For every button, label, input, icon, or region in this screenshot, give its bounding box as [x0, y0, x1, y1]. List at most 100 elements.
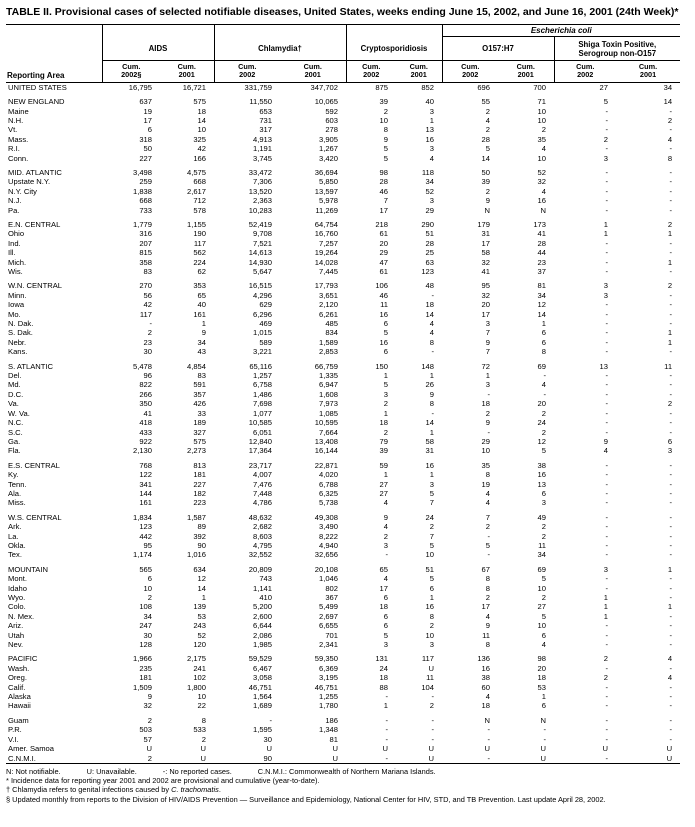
table-row: Va. 350 426 7,698 7,973 2 8 18 20 - 2 — [6, 399, 680, 408]
value-cell: - — [669, 460, 673, 470]
column-header: Cum. 2002 — [553, 60, 616, 83]
value-cell: 3,490 — [318, 522, 338, 532]
reporting-area-cell: Pa. — [8, 205, 20, 215]
value-cell: 20 — [481, 300, 490, 310]
value-cell: 270 — [139, 281, 152, 291]
value-cell: 1,016 — [186, 550, 206, 560]
value-cell: - — [669, 574, 673, 584]
value-cell: U — [200, 753, 206, 763]
value-cell: 1,780 — [318, 701, 338, 711]
value-cell: 8 — [429, 399, 434, 409]
value-cell: 6 — [383, 319, 388, 329]
value-cell: - — [669, 300, 673, 310]
value-cell: 173 — [533, 219, 546, 229]
value-cell: 12 — [197, 574, 206, 584]
value-cell: 4 — [541, 186, 546, 196]
reporting-area-header: Reporting Area — [6, 23, 102, 83]
value-cell: 17 — [481, 309, 490, 319]
value-cell: 1,335 — [318, 371, 338, 381]
value-cell: 106 — [375, 281, 388, 291]
value-cell: 25 — [425, 248, 434, 258]
value-cell: 52 — [197, 630, 206, 640]
reporting-area-cell: Tex. — [8, 550, 22, 560]
value-cell: 27 — [379, 479, 388, 489]
value-cell: 18 — [379, 418, 388, 428]
table-row: La. 442 392 8,603 8,222 2 7 - 2 - - — [6, 532, 680, 541]
value-cell: 6 — [147, 125, 152, 135]
reporting-area-cell: Ky. — [8, 470, 19, 480]
value-cell: 7,476 — [252, 479, 272, 489]
value-cell: - — [669, 630, 673, 640]
value-cell: 65 — [379, 564, 388, 574]
value-cell: 13,597 — [314, 186, 338, 196]
value-cell: - — [605, 663, 608, 673]
value-cell: 2 — [541, 427, 546, 437]
value-cell: 5 — [383, 630, 388, 640]
value-cell: 1,191 — [252, 144, 272, 154]
value-cell: - — [669, 488, 673, 498]
value-cell: - — [605, 540, 608, 550]
value-cell: 1,838 — [132, 186, 152, 196]
value-cell: 2,273 — [186, 446, 206, 456]
value-cell: 1,800 — [186, 682, 206, 692]
value-cell: - — [487, 753, 490, 763]
value-cell: 33,472 — [248, 167, 272, 177]
column-header: Cum. 2001 — [616, 60, 681, 83]
value-cell: 17 — [379, 205, 388, 215]
value-cell: - — [669, 725, 673, 735]
value-cell: - — [669, 196, 673, 206]
value-cell: 41 — [143, 408, 152, 418]
value-cell: 7 — [429, 531, 434, 541]
value-cell: 57 — [143, 734, 152, 744]
value-cell: 353 — [193, 281, 206, 291]
value-cell: - — [669, 238, 673, 248]
value-cell: 150 — [375, 361, 388, 371]
value-cell: 8 — [485, 574, 490, 584]
value-cell: - — [605, 418, 608, 428]
value-cell: 6 — [541, 630, 546, 640]
value-cell: - — [669, 125, 673, 135]
value-cell: - — [669, 512, 673, 522]
reporting-area-cell: Wis. — [8, 267, 23, 276]
table-row: Amer. Samoa U U U U U U U U U U — [6, 744, 680, 753]
value-cell: 1 — [201, 593, 206, 602]
value-cell: 1,046 — [318, 574, 338, 584]
value-cell: 4 — [485, 611, 490, 621]
reporting-area-cell: E.N. CENTRAL — [8, 219, 61, 229]
value-cell: 16,795 — [128, 82, 152, 92]
table-row: Hawaii 32 22 1,689 1,780 1 2 18 6 - - — [6, 701, 680, 710]
value-cell: - — [605, 186, 608, 196]
value-cell: 48 — [425, 281, 434, 291]
value-cell: 834 — [325, 328, 338, 338]
value-cell: 1,966 — [132, 654, 152, 664]
value-cell: 63 — [425, 257, 434, 267]
value-cell: 44 — [537, 248, 546, 258]
value-cell: 2,600 — [252, 611, 272, 621]
value-cell: 5,738 — [318, 498, 338, 508]
value-cell: 9 — [383, 512, 388, 522]
value-cell: 327 — [193, 427, 206, 437]
value-cell: - — [669, 621, 673, 631]
value-cell: U — [428, 744, 434, 754]
value-cell: 8 — [429, 611, 434, 621]
table-row: Nebr. 23 34 589 1,589 16 8 9 6 - 1 — [6, 338, 680, 347]
reporting-area-cell: Miss. — [8, 498, 26, 508]
value-cell: - — [605, 248, 608, 258]
value-cell: - — [605, 630, 608, 640]
table-row: C.N.M.I. 2 U 90 U - U - U - U — [6, 754, 680, 764]
value-cell: 4 — [429, 328, 434, 338]
value-cell: 4,854 — [186, 361, 206, 371]
value-cell: 66,759 — [314, 361, 338, 371]
value-cell: 32 — [481, 257, 490, 267]
value-cell: 227 — [193, 479, 206, 489]
reporting-area-cell: Ga. — [8, 436, 21, 446]
value-cell: 5,647 — [252, 267, 272, 276]
value-cell: 43 — [197, 347, 206, 357]
value-cell: 1 — [485, 371, 490, 381]
reporting-area-cell: Ind. — [8, 238, 21, 248]
reporting-area-cell: Minn. — [8, 290, 27, 300]
value-cell: 1,267 — [318, 144, 338, 154]
value-cell: 41 — [537, 229, 546, 239]
reporting-area-cell: Del. — [8, 371, 22, 381]
value-cell: 123 — [421, 267, 434, 276]
